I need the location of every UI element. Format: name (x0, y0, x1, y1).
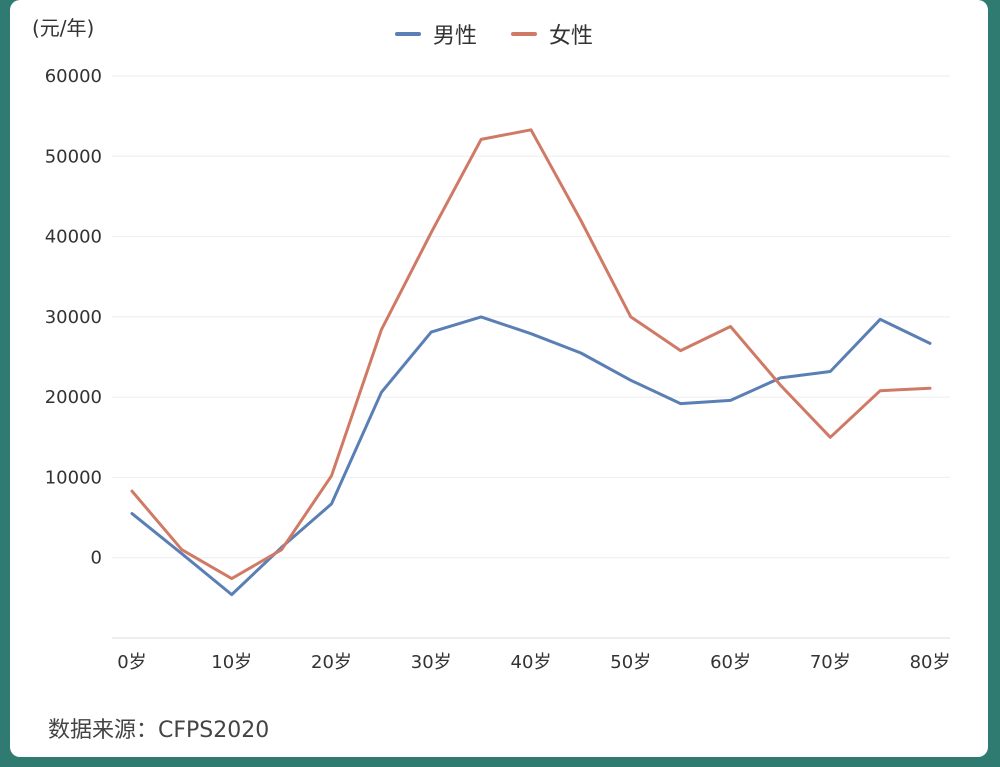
legend-label-male: 男性 (433, 24, 478, 49)
x-tick-label: 10岁 (211, 652, 252, 673)
y-tick-label: 30000 (45, 307, 102, 328)
x-tick-label: 70岁 (810, 652, 851, 673)
legend-label-female: 女性 (549, 24, 594, 49)
series-line-male (130, 315, 932, 597)
legend-item-male: 男性 (395, 18, 477, 50)
legend-swatch-male (395, 32, 421, 36)
y-unit-label: (元/年) (32, 16, 95, 40)
y-tick-label: 10000 (45, 467, 102, 488)
x-tick-label: 40岁 (511, 652, 552, 673)
series-line-female (130, 128, 932, 581)
x-tick-label: 30岁 (411, 652, 452, 673)
y-tick-label: 60000 (45, 66, 102, 87)
y-tick-label: 40000 (45, 227, 102, 248)
legend-swatch-female (511, 32, 538, 36)
line-chart: 0 10000 20000 30000 40000 50000 60000 0岁 10岁 20岁 3… (45, 66, 951, 673)
y-tick-label: 20000 (45, 387, 102, 408)
x-tick-label: 20岁 (311, 652, 352, 673)
data-source-note: 数据来源：CFPS2020 (48, 718, 270, 743)
x-tick-label: 60岁 (710, 652, 751, 673)
x-tick-label: 50岁 (610, 652, 651, 673)
x-tick-label: 0岁 (117, 652, 146, 673)
legend-item-female: 女性 (511, 18, 593, 50)
chart-card: (元/年) 男性 女性 0 10000 20000 30000 40000 50000 60… (10, 0, 988, 757)
y-tick-label: 0 (91, 548, 102, 569)
x-tick-label: 80岁 (910, 652, 951, 673)
y-tick-label: 50000 (45, 146, 102, 167)
legend: 男性 女性 (395, 18, 593, 50)
